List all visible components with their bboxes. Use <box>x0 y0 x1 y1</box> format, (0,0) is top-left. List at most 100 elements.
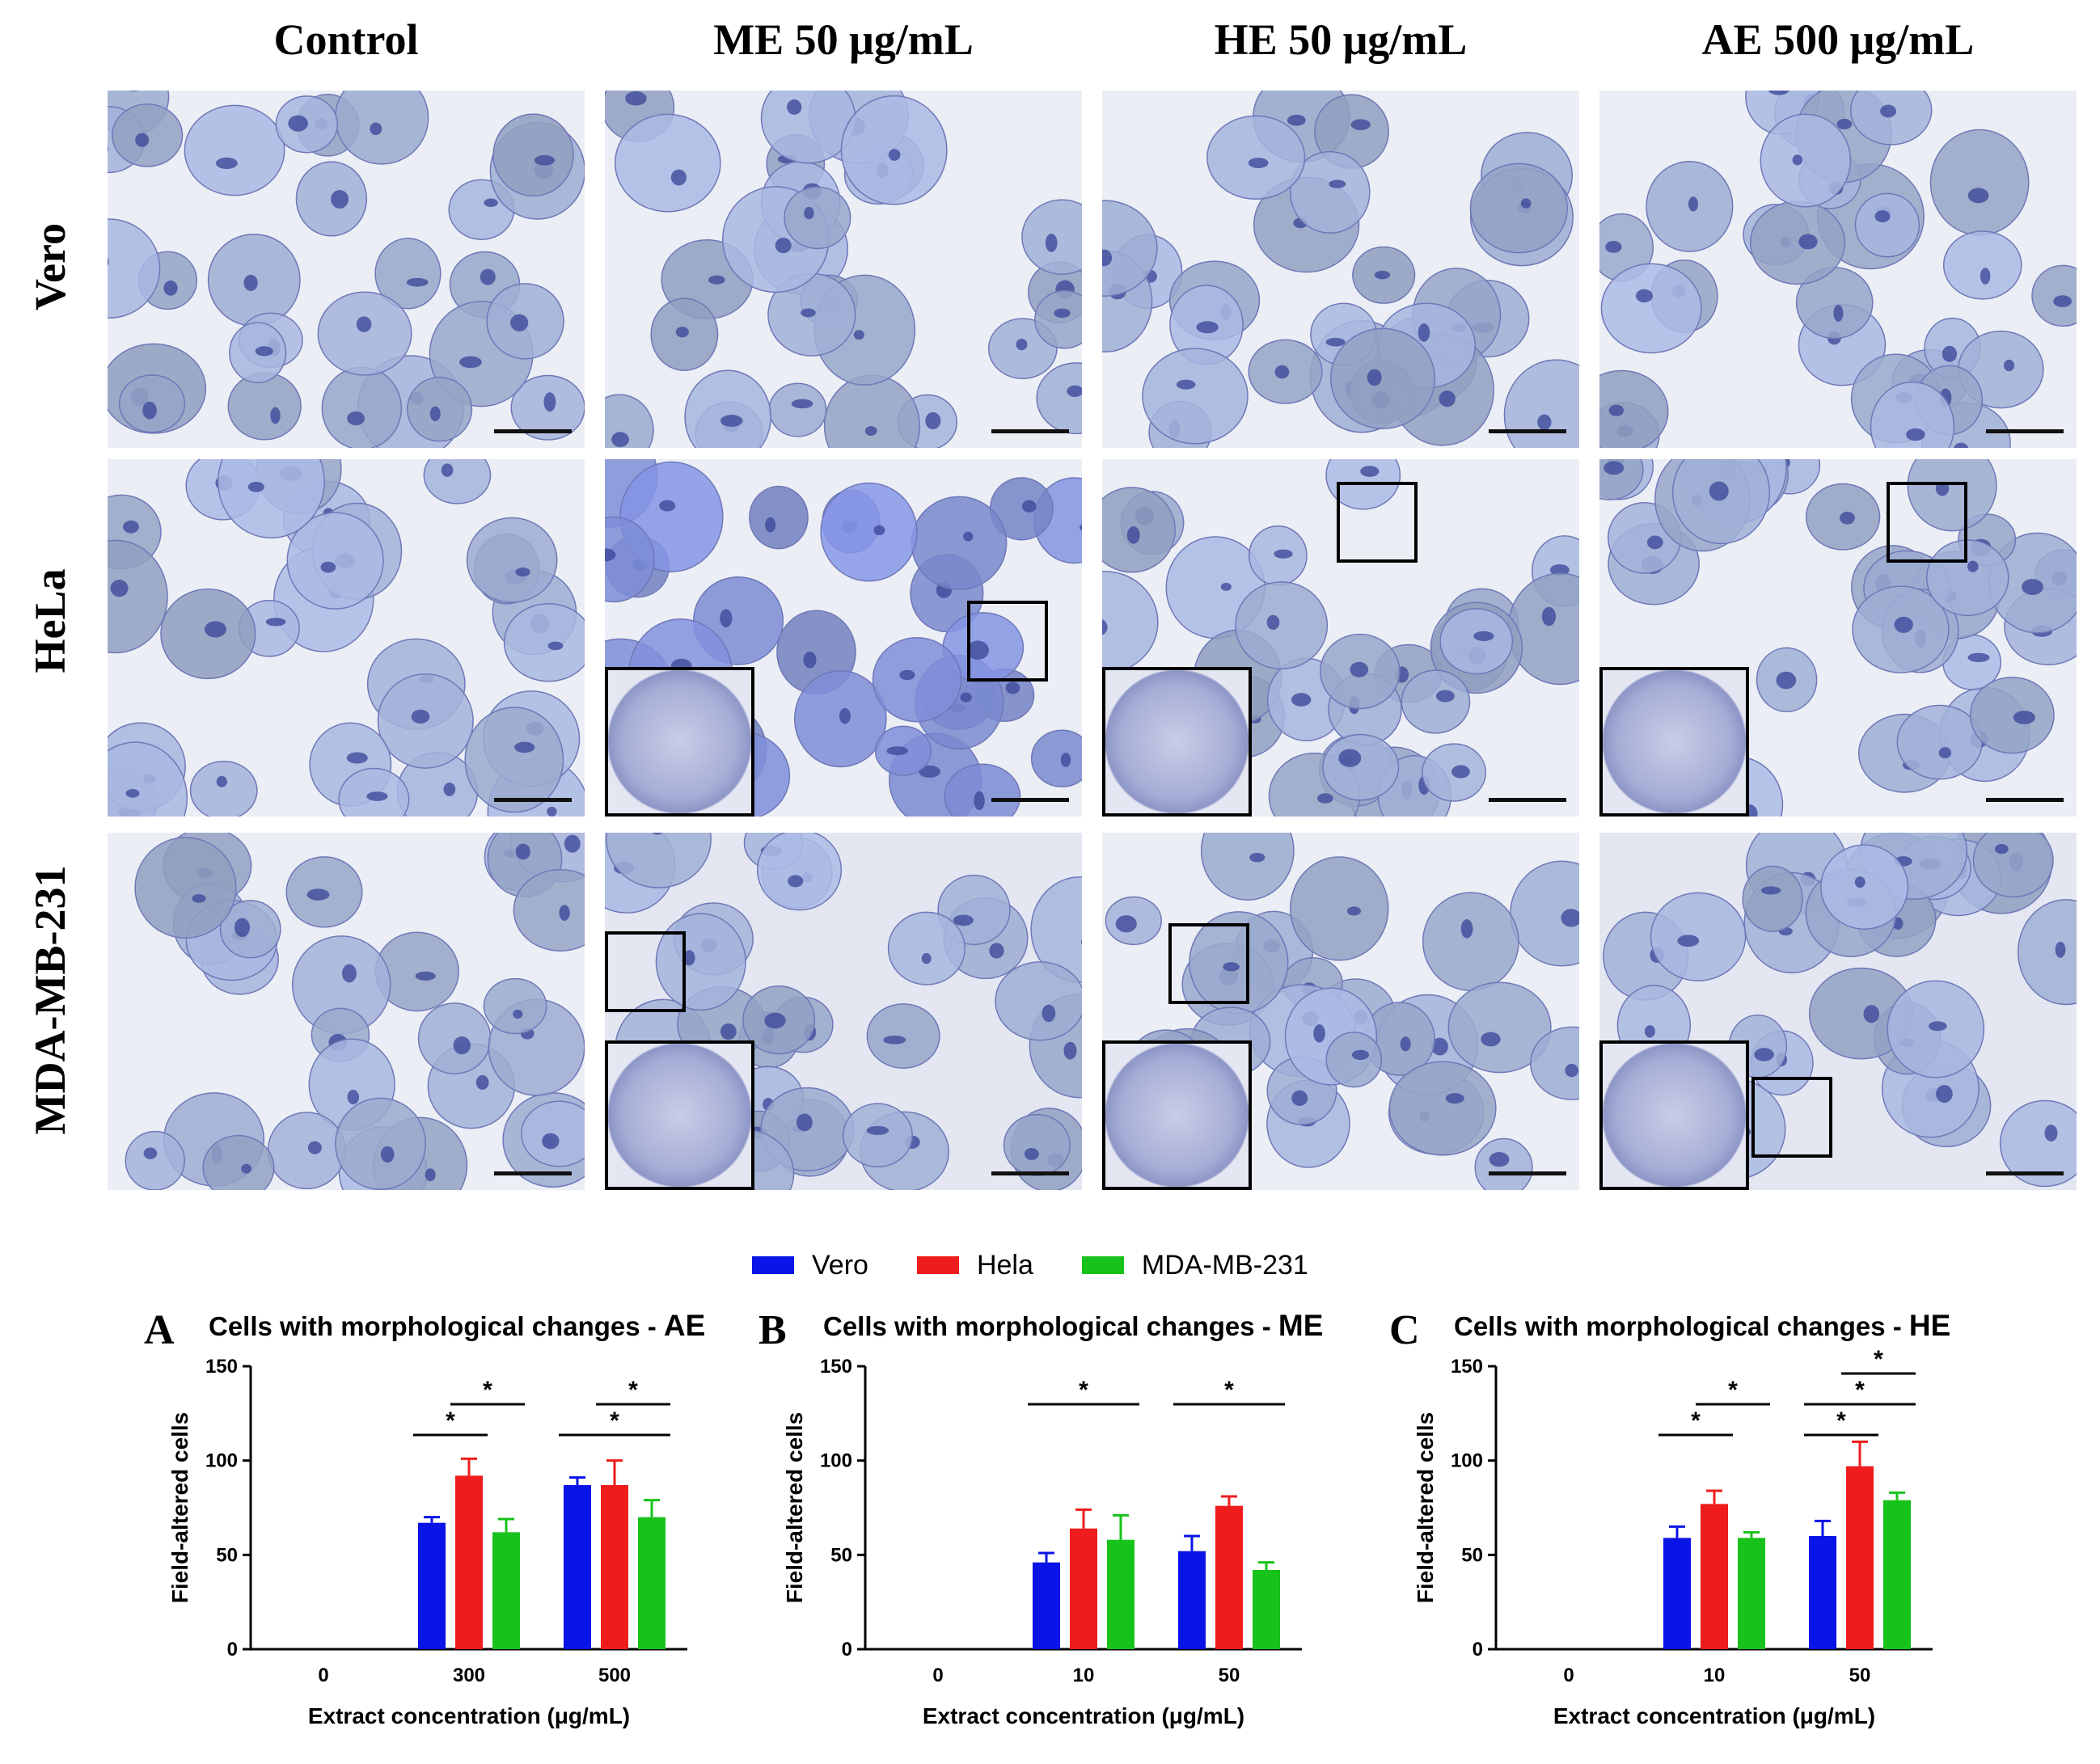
significance-star: * <box>483 1377 492 1403</box>
x-tick-label: 0 <box>932 1665 943 1686</box>
significance-star: * <box>1224 1377 1234 1403</box>
bar-vero <box>1809 1536 1836 1649</box>
scale-bar <box>494 429 572 433</box>
significance-star: * <box>446 1407 455 1434</box>
y-tick-label: 150 <box>1451 1356 1483 1378</box>
bar-vero <box>564 1485 591 1649</box>
row-label-mda: MDA-MB-231 <box>26 865 74 1135</box>
micrograph-image <box>605 459 1082 817</box>
micrograph-hela-control <box>108 459 585 817</box>
y-tick-label: 0 <box>1473 1639 1483 1661</box>
micrograph-vero-control <box>108 91 585 448</box>
bar-hela <box>1070 1528 1097 1649</box>
y-tick-label: 50 <box>1461 1544 1483 1566</box>
chart-title: Cells with morphological changes - ME <box>823 1309 1323 1342</box>
row-label-hela: HeLa <box>26 568 74 673</box>
region-of-interest-box <box>1887 482 1967 563</box>
bar-mda-mb-231 <box>638 1517 665 1649</box>
region-of-interest-box <box>605 931 686 1012</box>
legend-swatch-hela <box>916 1256 959 1274</box>
bar-vero <box>418 1522 446 1649</box>
region-of-interest-box <box>1168 923 1249 1004</box>
y-tick-label: 0 <box>227 1639 238 1661</box>
chart-title: Cells with morphological changes - HE <box>1454 1309 1950 1342</box>
panel-letter: A <box>144 1307 175 1353</box>
chart-a-ae: A Cells with morphological changes - AE 0 5… <box>144 1307 705 1728</box>
y-tick-label: 50 <box>216 1544 238 1566</box>
scale-bar <box>1986 798 2064 802</box>
panel-letter: C <box>1389 1307 1420 1353</box>
y-tick-label: 100 <box>820 1450 852 1472</box>
zoom-inset <box>1102 667 1252 817</box>
chart-c-he: C Cells with morphological changes - HE 0 5… <box>1389 1307 1950 1728</box>
x-tick-label: 50 <box>1219 1665 1240 1686</box>
region-of-interest-box <box>967 601 1048 682</box>
bar-vero <box>1178 1551 1206 1649</box>
bar-mda-mb-231 <box>1883 1500 1911 1649</box>
legend-item-vero: Vero <box>752 1250 868 1281</box>
bar-hela <box>1701 1504 1728 1649</box>
micrograph-image <box>108 833 585 1190</box>
legend-item-mda: MDA-MB-231 <box>1081 1249 1308 1281</box>
x-tick-label: 500 <box>598 1665 631 1686</box>
x-axis-label: Extract concentration (μg/mL) <box>1553 1703 1875 1728</box>
bar-hela <box>1846 1466 1874 1649</box>
bar-mda-mb-231 <box>1253 1570 1280 1649</box>
bar-mda-mb-231 <box>1107 1539 1135 1649</box>
micrograph-hela-ae <box>1599 459 2077 817</box>
scale-bar <box>1986 1171 2064 1175</box>
bar-mda-mb-231 <box>492 1532 520 1649</box>
micrograph-mda-ae <box>1599 833 2077 1190</box>
legend-label-hela: Hela <box>976 1249 1033 1281</box>
scale-bar <box>1489 429 1566 433</box>
scale-bar <box>1489 798 1566 802</box>
chart-title-suffix: ME <box>1278 1309 1324 1342</box>
legend-swatch-mda <box>1081 1256 1124 1274</box>
micrograph-image <box>605 91 1082 448</box>
x-tick-label: 300 <box>453 1665 485 1686</box>
micrograph-hela-me <box>605 459 1082 817</box>
significance-star: * <box>1874 1346 1883 1373</box>
micrograph-mda-control <box>108 833 585 1190</box>
y-axis-label: Field-altered cells <box>167 1412 192 1604</box>
micrograph-image <box>1599 91 2077 448</box>
legend-label-mda: MDA-MB-231 <box>1141 1249 1308 1281</box>
y-tick-label: 50 <box>830 1544 852 1566</box>
significance-star: * <box>1836 1407 1846 1434</box>
chart-title-suffix: HE <box>1909 1309 1950 1342</box>
bar-hela <box>1215 1505 1243 1649</box>
legend-swatch-vero <box>752 1256 794 1274</box>
x-tick-label: 0 <box>318 1665 328 1686</box>
chart-title-suffix: AE <box>664 1309 705 1342</box>
scale-bar <box>1489 1171 1566 1175</box>
legend-item-hela: Hela <box>916 1249 1033 1281</box>
micrograph-mda-he <box>1102 833 1579 1190</box>
scale-bar <box>991 1171 1069 1175</box>
micrograph-image <box>108 459 585 817</box>
zoom-inset <box>1102 1040 1252 1190</box>
zoom-inset <box>1599 1040 1749 1190</box>
y-tick-label: 150 <box>205 1356 238 1378</box>
micrograph-hela-he <box>1102 459 1579 817</box>
legend-label-vero: Vero <box>812 1249 868 1281</box>
row-label-vero: Vero <box>26 223 74 310</box>
y-tick-label: 150 <box>820 1356 852 1378</box>
micrograph-image <box>1102 91 1579 448</box>
significance-star: * <box>628 1377 638 1403</box>
micrograph-vero-me <box>605 91 1082 448</box>
x-tick-label: 0 <box>1563 1665 1574 1686</box>
y-tick-label: 100 <box>205 1450 238 1472</box>
micrograph-vero-ae <box>1599 91 2077 448</box>
scale-bar <box>494 798 572 802</box>
y-tick-label: 0 <box>842 1639 852 1661</box>
x-tick-label: 10 <box>1704 1665 1726 1686</box>
zoom-inset <box>1599 667 1749 817</box>
significance-star: * <box>1728 1377 1738 1403</box>
significance-star: * <box>610 1407 619 1434</box>
region-of-interest-box <box>1751 1077 1832 1158</box>
column-title-control: Control <box>273 15 419 64</box>
bar-vero <box>1663 1538 1691 1649</box>
scale-bar <box>991 429 1069 433</box>
column-title-ae: AE 500 μg/mL <box>1701 15 1975 64</box>
zoom-inset <box>605 1040 754 1190</box>
